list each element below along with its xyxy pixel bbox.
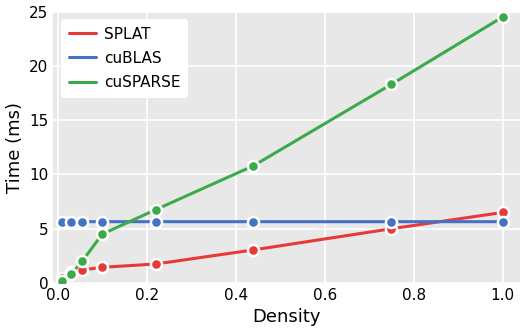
cuBLAS: [59, 220, 65, 224]
cuSPARSE: [79, 259, 85, 263]
SPLAT: [388, 227, 394, 231]
cuBLAS: [250, 220, 257, 224]
cuSPARSE: [388, 82, 394, 86]
X-axis label: Density: Density: [252, 308, 321, 326]
cuBLAS: [68, 220, 74, 224]
cuBLAS: [500, 220, 506, 224]
Line: cuSPARSE: cuSPARSE: [57, 11, 508, 287]
SPLAT: [59, 276, 65, 280]
SPLAT: [153, 262, 159, 266]
SPLAT: [99, 265, 105, 269]
SPLAT: [500, 210, 506, 214]
cuBLAS: [79, 220, 85, 224]
cuSPARSE: [99, 232, 105, 236]
cuSPARSE: [250, 164, 257, 168]
cuBLAS: [153, 220, 159, 224]
Line: cuBLAS: cuBLAS: [57, 216, 508, 228]
Legend: SPLAT, cuBLAS, cuSPARSE: SPLAT, cuBLAS, cuSPARSE: [61, 19, 188, 98]
SPLAT: [68, 270, 74, 274]
Y-axis label: Time (ms): Time (ms): [6, 102, 24, 193]
cuSPARSE: [59, 280, 65, 284]
cuSPARSE: [68, 272, 74, 276]
cuBLAS: [388, 220, 394, 224]
cuSPARSE: [500, 15, 506, 19]
Line: SPLAT: SPLAT: [57, 207, 508, 283]
cuBLAS: [99, 220, 105, 224]
cuSPARSE: [153, 208, 159, 212]
SPLAT: [250, 248, 257, 252]
SPLAT: [79, 268, 85, 272]
